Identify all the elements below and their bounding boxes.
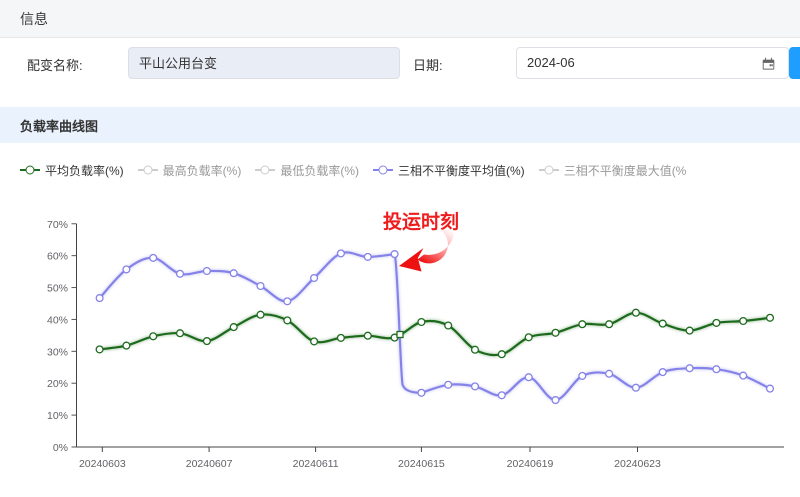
svg-text:20%: 20%	[47, 378, 68, 390]
svg-text:70%: 70%	[47, 219, 68, 231]
svg-text:10%: 10%	[47, 410, 68, 422]
svg-text:20240607: 20240607	[186, 458, 233, 470]
svg-text:40%: 40%	[47, 314, 68, 326]
svg-text:20240611: 20240611	[293, 458, 339, 470]
svg-text:30%: 30%	[47, 346, 68, 358]
svg-text:20240619: 20240619	[507, 458, 554, 470]
svg-text:20240615: 20240615	[398, 458, 445, 470]
svg-text:50%: 50%	[47, 283, 68, 295]
svg-text:60%: 60%	[47, 251, 68, 263]
svg-text:20240603: 20240603	[79, 458, 126, 470]
svg-text:0%: 0%	[53, 442, 68, 454]
svg-text:20240623: 20240623	[614, 458, 661, 470]
